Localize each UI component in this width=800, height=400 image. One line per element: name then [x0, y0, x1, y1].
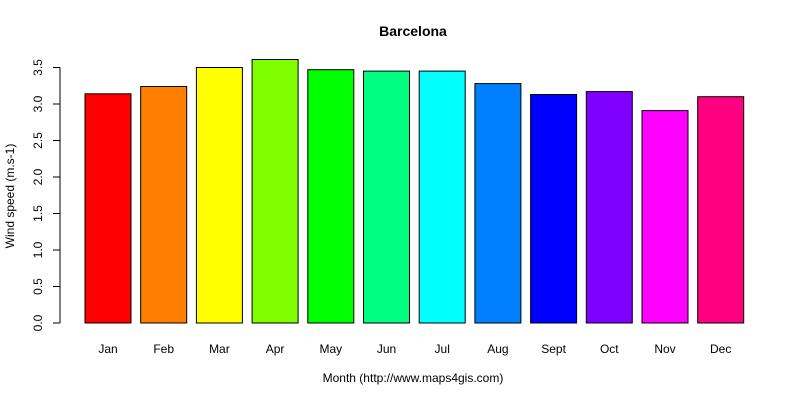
y-tick-label: 3.0 — [31, 95, 45, 112]
bar-aug — [474, 83, 522, 324]
x-axis-label: Month (http://www.maps4gis.com) — [323, 371, 504, 385]
y-tick-label: 1.0 — [31, 241, 45, 258]
bar-sept — [530, 94, 578, 324]
bar-dec — [697, 96, 745, 324]
y-tick-label: 0.5 — [31, 278, 45, 295]
bar-jan — [84, 93, 132, 324]
y-tick-label: 2.5 — [31, 132, 45, 149]
bar-jul — [418, 70, 466, 324]
bar-may — [307, 69, 355, 324]
y-tick-label: 2.0 — [31, 168, 45, 185]
y-tick-label: 3.5 — [31, 59, 45, 76]
x-tick-label: Feb — [153, 342, 174, 356]
x-axis-category-labels: Jan Feb Mar Apr May Jun Jul Aug Sept Oct Nov Dec — [98, 342, 731, 356]
y-axis-label: Wind speed (m.s-1) — [3, 144, 17, 249]
x-tick-label: Jun — [377, 342, 396, 356]
x-tick-label: Apr — [266, 342, 285, 356]
x-tick-label: Sept — [541, 342, 566, 356]
x-tick-label: May — [319, 342, 342, 356]
y-tick-label: 1.5 — [31, 205, 45, 222]
bar-jun — [363, 70, 410, 324]
y-axis: 0.0 0.5 1.0 1.5 2.0 2.5 3.0 3.5 — [31, 59, 61, 331]
bar-mar — [195, 67, 243, 324]
chart-title: Barcelona — [379, 23, 447, 39]
x-tick-label: Nov — [654, 342, 675, 356]
x-tick-label: Jul — [435, 342, 450, 356]
y-tick-label: 0.0 — [31, 314, 45, 331]
x-tick-label: Jan — [98, 342, 117, 356]
bars-group — [84, 59, 745, 324]
x-tick-label: Mar — [209, 342, 230, 356]
x-tick-label: Aug — [487, 342, 508, 356]
bar-nov — [641, 110, 689, 324]
x-tick-label: Dec — [710, 342, 731, 356]
bar-oct — [585, 91, 633, 324]
x-tick-label: Oct — [600, 342, 619, 356]
bar-feb — [140, 86, 188, 324]
bar-apr — [251, 59, 299, 324]
